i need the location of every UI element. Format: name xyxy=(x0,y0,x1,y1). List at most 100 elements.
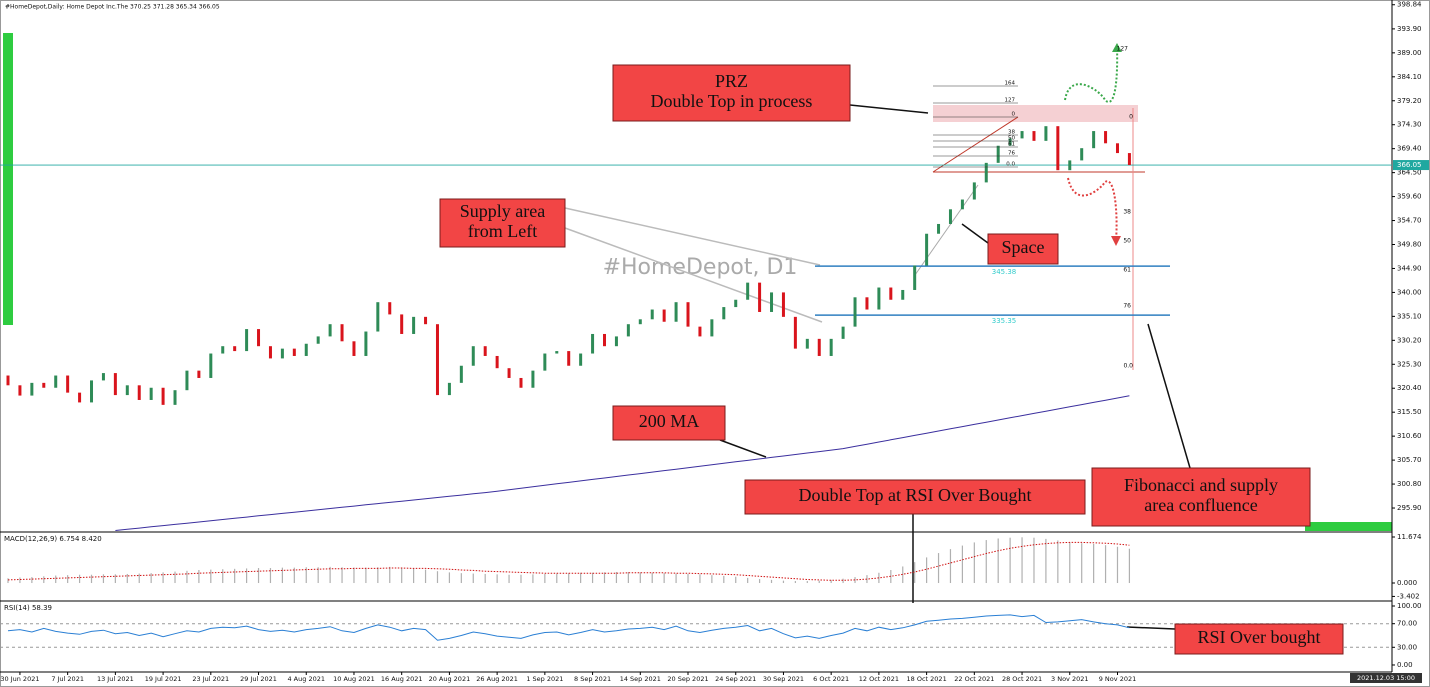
x-tick-label: 12 Oct 2021 xyxy=(859,675,899,683)
macd-signal xyxy=(7,541,1130,581)
panel-title: RSI(14) 58.39 xyxy=(4,604,52,612)
macd-bar xyxy=(186,570,188,584)
fib-diagonal xyxy=(932,116,1019,173)
macd-bar xyxy=(1021,537,1023,584)
price-bar xyxy=(531,370,535,388)
price-bar xyxy=(412,316,416,334)
fib-label: 50 xyxy=(1123,238,1131,245)
price-bar xyxy=(913,265,917,290)
annotation-box xyxy=(1091,467,1311,527)
price-bar xyxy=(42,382,46,388)
y-tick-label: 335.10 xyxy=(1397,312,1422,320)
price-bar xyxy=(746,282,750,300)
macd-bar xyxy=(114,574,116,584)
moving-average xyxy=(115,395,1130,531)
macd-bar xyxy=(162,572,164,584)
x-tick-label: 10 Aug 2021 xyxy=(333,675,375,683)
annotation: Double Top at RSI Over Bought xyxy=(744,479,1086,515)
annotation-text: area confluence xyxy=(1144,495,1257,515)
macd-bar xyxy=(926,557,928,584)
macd-bar xyxy=(770,579,773,584)
price-bar xyxy=(340,324,344,342)
macd-bar xyxy=(43,576,45,584)
macd-bar xyxy=(961,545,963,584)
price-bar xyxy=(758,282,762,312)
level-label: 345.38 xyxy=(992,268,1017,276)
macd-bar xyxy=(1009,537,1011,584)
macd-bar xyxy=(365,567,367,584)
price-bar xyxy=(185,370,189,391)
macd-bar xyxy=(794,581,796,584)
macd-bar xyxy=(890,570,892,584)
price-bar xyxy=(674,302,678,322)
fib-label: 50 xyxy=(1008,136,1015,142)
y-tick-label: 393.90 xyxy=(1397,25,1422,33)
macd-bar xyxy=(424,569,427,584)
macd-bar xyxy=(699,574,701,584)
macd-bar xyxy=(1069,542,1071,584)
x-tick-label: 16 Aug 2021 xyxy=(381,675,423,683)
y-tick-label: 0.00 xyxy=(1397,661,1413,669)
price-bar xyxy=(1008,138,1012,146)
macd-bar xyxy=(55,575,57,584)
price-bar xyxy=(829,338,833,356)
macd-bar xyxy=(90,574,93,584)
fib-label: 0 xyxy=(1012,112,1016,118)
price-bar xyxy=(364,331,368,356)
x-tick-label: 14 Sep 2021 xyxy=(620,675,661,683)
x-tick-label: 20 Aug 2021 xyxy=(429,675,471,683)
price-bar xyxy=(447,382,451,396)
price-bar xyxy=(54,375,58,388)
annotation-text: Supply area xyxy=(460,201,545,221)
price-bar xyxy=(352,341,356,356)
price-bar xyxy=(304,343,308,356)
bull-path xyxy=(1064,45,1119,103)
macd-bar xyxy=(210,569,212,584)
macd-bar xyxy=(377,567,379,584)
price-bar xyxy=(1115,143,1119,154)
y-tick-label: 325.30 xyxy=(1397,360,1422,368)
macd-bar xyxy=(532,574,534,584)
macd-bar xyxy=(997,538,999,584)
x-tick-label: 13 Jul 2021 xyxy=(97,675,134,683)
pointer-line xyxy=(564,207,821,266)
price-bar xyxy=(400,314,404,334)
timestamp: 2021.12.03 15:00 xyxy=(1357,674,1415,682)
macd-bar xyxy=(568,573,570,584)
macd-bar xyxy=(305,567,307,584)
callout-arrows xyxy=(719,104,1191,630)
price-bar xyxy=(221,346,225,354)
x-tick-label: 3 Nov 2021 xyxy=(1051,675,1089,683)
price-bar xyxy=(137,385,141,400)
arrow xyxy=(719,439,767,458)
price-bar xyxy=(245,329,249,352)
macd-bar xyxy=(914,562,916,584)
price-bar xyxy=(781,292,785,317)
annotation-text: Double Top in process xyxy=(651,91,813,111)
price-bar xyxy=(889,287,893,300)
y-tick-label: 11.674 xyxy=(1397,533,1422,541)
y-tick-label: 384.10 xyxy=(1397,73,1422,81)
macd-bar xyxy=(246,568,248,584)
y-tick-label: 295.90 xyxy=(1397,504,1422,512)
x-tick-label: 28 Oct 2021 xyxy=(1002,675,1042,683)
y-tick-label: 0.000 xyxy=(1397,579,1417,587)
price-bar xyxy=(925,233,929,266)
price-bar xyxy=(948,209,952,224)
macd-bar xyxy=(591,572,594,584)
macd-bar xyxy=(973,542,975,584)
price-bar xyxy=(471,346,475,366)
x-tick-label: 23 Jul 2021 xyxy=(192,675,229,683)
macd-bar xyxy=(902,566,904,584)
macd-bar xyxy=(711,575,713,584)
macd-bar xyxy=(687,573,689,584)
annotation-box xyxy=(987,233,1059,265)
macd-bar xyxy=(782,580,785,584)
price-bar xyxy=(78,392,82,403)
price-bar xyxy=(734,299,738,308)
x-tick-label: 4 Aug 2021 xyxy=(287,675,325,683)
price-bar xyxy=(841,326,845,339)
price-bar xyxy=(6,375,10,386)
